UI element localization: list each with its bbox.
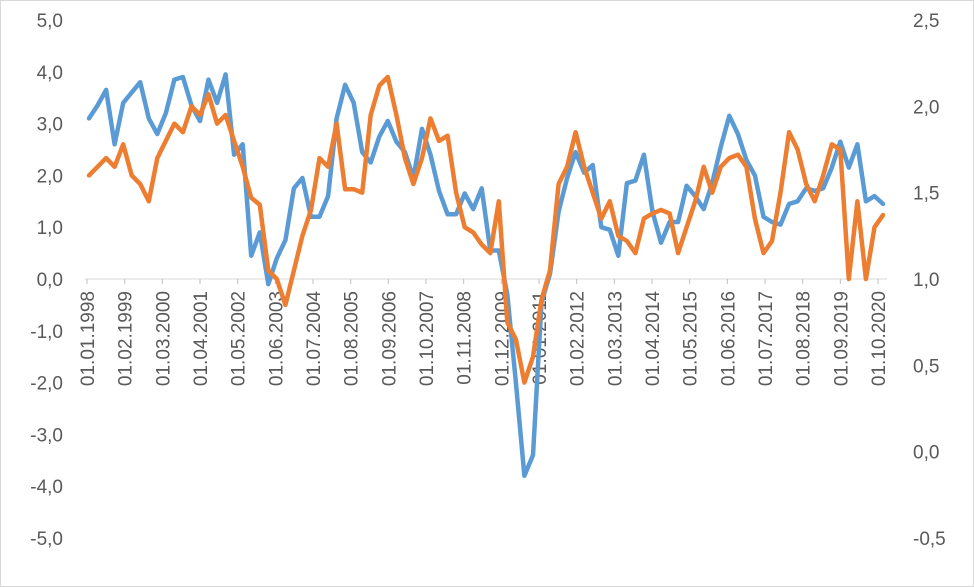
x-axis-tick-label: 01.04.2001 <box>191 291 212 386</box>
x-axis-tick-label: 01.04.2014 <box>643 291 664 387</box>
x-axis-tick-label: 01.06.2003 <box>266 291 287 386</box>
left-axis-tick-label: -1,0 <box>30 322 63 343</box>
x-axis-tick-label: 01.05.2015 <box>681 291 702 386</box>
right-axis-tick-label: 2,5 <box>913 11 939 32</box>
x-axis-tick-label: 01.10.2007 <box>417 291 438 386</box>
left-axis-tick-label: -5,0 <box>30 529 63 550</box>
right-axis-tick-label: -0,5 <box>913 529 946 550</box>
left-axis-tick-label: -3,0 <box>30 425 63 446</box>
x-axis-tick-label: 01.09.2006 <box>379 291 400 386</box>
right-axis-tick-label: 2,0 <box>913 97 939 118</box>
x-axis-tick-label: 01.11.2008 <box>455 291 476 385</box>
orange-series-line <box>86 74 886 385</box>
x-axis-tick-label: 01.02.1999 <box>116 291 137 386</box>
left-axis-tick-label: -2,0 <box>30 374 63 395</box>
right-axis-tick-label: 0,5 <box>913 356 939 377</box>
left-axis-tick-label: -4,0 <box>30 477 63 498</box>
left-axis-tick-label: 5,0 <box>37 11 63 32</box>
left-axis-tick-label: 1,0 <box>37 218 63 239</box>
left-axis-tick-label: 0,0 <box>37 270 63 291</box>
left-axis-tick-label: 4,0 <box>37 63 63 84</box>
x-axis-tick-label: 01.07.2004 <box>304 291 325 387</box>
x-axis-tick-label: 01.03.2013 <box>605 291 626 386</box>
x-axis-tick-label: 01.08.2005 <box>342 291 363 386</box>
right-axis-tick-label: 1,0 <box>913 270 939 291</box>
x-axis-tick-label: 01.01.1998 <box>78 291 99 386</box>
x-axis-tick-label: 01.09.2019 <box>831 291 852 386</box>
x-axis-tick-label: 01.10.2020 <box>869 291 890 386</box>
x-axis-tick-label: 01.05.2002 <box>229 291 250 386</box>
left-axis-tick-label: 3,0 <box>37 115 63 136</box>
x-axis-tick-label: 01.02.2012 <box>568 291 589 386</box>
x-axis-tick-label: 01.03.2000 <box>153 291 174 386</box>
right-axis-tick-label: 1,5 <box>913 184 939 205</box>
x-axis-tick-label: 01.06.2016 <box>718 291 739 386</box>
x-axis-tick-label: 01.07.2017 <box>756 291 777 386</box>
blue-series-line <box>86 72 886 479</box>
right-axis-tick-label: 0,0 <box>913 443 939 464</box>
x-axis-tick-label: 01.08.2018 <box>794 291 815 386</box>
left-axis-tick-label: 2,0 <box>37 166 63 187</box>
